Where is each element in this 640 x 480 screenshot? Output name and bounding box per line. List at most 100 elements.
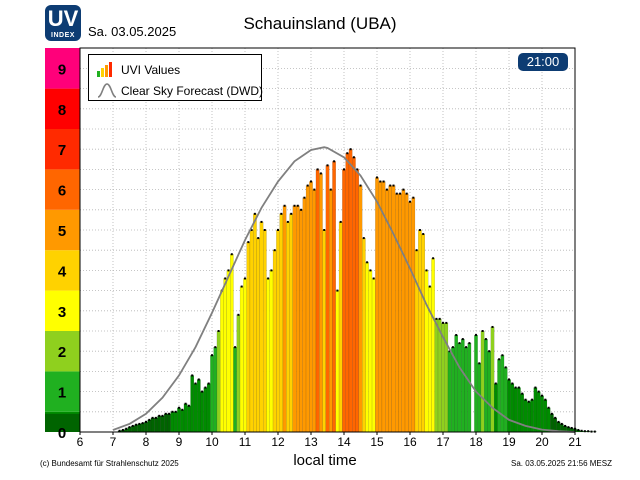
uvi-bar — [315, 169, 320, 433]
uvi-bar — [305, 185, 310, 433]
uvi-point — [303, 196, 306, 199]
uvi-bar — [355, 169, 359, 433]
uvi-point — [494, 382, 497, 385]
uvi-point — [329, 188, 332, 191]
uvi-point — [326, 164, 329, 167]
uvi-bar — [180, 409, 185, 433]
uvi-point — [385, 188, 388, 191]
uvi-point — [438, 317, 441, 320]
uvi-point — [339, 220, 342, 223]
uvi-point — [244, 277, 246, 280]
uvi-point — [234, 346, 237, 349]
uvi-point — [442, 321, 444, 324]
uvi-point — [283, 204, 286, 207]
uvi-bar — [348, 149, 353, 433]
uvi-bar — [276, 229, 280, 433]
uvi-point — [369, 269, 372, 272]
uvi-point — [458, 342, 461, 345]
uvi-point — [290, 212, 293, 215]
uvi-point — [349, 148, 352, 151]
uvi-bar — [388, 185, 392, 433]
uvi-point — [451, 346, 454, 349]
uvi-bar — [246, 241, 251, 433]
uvi-bar — [328, 189, 333, 433]
uvi-bar — [262, 229, 267, 433]
uvi-bar — [272, 250, 277, 433]
uvi-point — [590, 430, 593, 433]
date-label: Sa. 03.05.2025 — [88, 24, 177, 39]
uvi-bars — [117, 148, 597, 433]
uvi-point — [567, 426, 570, 429]
uvi-bar — [477, 363, 482, 433]
uvi-bar — [157, 415, 162, 433]
uvi-point — [313, 188, 316, 191]
uvi-bar — [220, 290, 224, 433]
uvi-bar — [302, 197, 307, 433]
uvi-point — [484, 338, 487, 341]
uvi-point — [253, 212, 256, 215]
x-tick-label: 19 — [502, 435, 516, 449]
uvi-point — [306, 184, 309, 187]
uv-index-logo: UV INDEX — [45, 5, 81, 41]
uvi-bar — [332, 161, 336, 433]
y-tick-label: 7 — [58, 142, 66, 159]
uvi-point — [300, 208, 303, 211]
uvi-bar — [322, 229, 326, 433]
uvi-bar — [378, 181, 383, 433]
uvi-bar — [256, 237, 260, 433]
uvi-point — [194, 382, 197, 385]
uvi-point — [224, 277, 227, 280]
uvi-bar — [484, 338, 488, 433]
uvi-point — [217, 330, 220, 332]
uvi-bar — [404, 193, 409, 433]
uvi-bar — [200, 391, 204, 433]
uvi-bar — [371, 278, 376, 433]
uvi-bar — [533, 387, 538, 433]
uvi-bar — [424, 270, 429, 433]
uvi-bar — [398, 193, 402, 433]
uvi-point — [481, 330, 484, 332]
plot-frame — [79, 47, 576, 433]
uvi-bar — [546, 407, 551, 433]
uvi-bar — [249, 229, 254, 433]
uvi-point — [392, 184, 395, 187]
uvi-point — [593, 430, 596, 433]
uvi-bar — [150, 417, 155, 433]
uvi-bar — [279, 213, 284, 433]
uvi-point — [524, 398, 527, 401]
uvi-point — [336, 289, 339, 292]
legend: UVI Values Clear Sky Forecast (DWD) — [88, 54, 263, 101]
uvi-bar — [335, 290, 340, 433]
uvi-bar — [490, 326, 495, 433]
uvi-bar — [365, 262, 369, 433]
logo-text: UV — [47, 6, 79, 31]
uvi-point — [577, 428, 580, 431]
uvi-point — [121, 428, 124, 431]
uvi-point — [511, 382, 514, 385]
legend-item-uvi: UVI Values — [97, 61, 180, 80]
uvi-point — [461, 338, 464, 341]
uvi-bar — [216, 330, 221, 433]
uvi-bar — [177, 407, 181, 433]
uvi-point — [352, 156, 355, 159]
uvi-point — [428, 285, 431, 288]
uvi-point — [372, 277, 375, 280]
uvi-point — [151, 416, 154, 419]
uvi-bar — [319, 173, 323, 433]
uvi-bar — [213, 347, 218, 433]
uvi-point — [161, 414, 164, 417]
x-tick-label: 10 — [205, 435, 219, 449]
uvi-point — [148, 418, 151, 421]
uvi-bar — [286, 221, 290, 433]
uvi-point — [174, 410, 177, 413]
uvi-point — [359, 184, 362, 187]
uvi-point — [237, 313, 240, 316]
uvi-bar — [236, 314, 241, 433]
uvi-point — [164, 412, 167, 415]
uvi-point — [270, 269, 273, 272]
uvi-point — [280, 212, 283, 215]
uvi-point — [135, 423, 138, 426]
uvi-bar — [408, 201, 412, 433]
uvi-point — [382, 180, 385, 183]
uvi-bar — [411, 197, 416, 433]
